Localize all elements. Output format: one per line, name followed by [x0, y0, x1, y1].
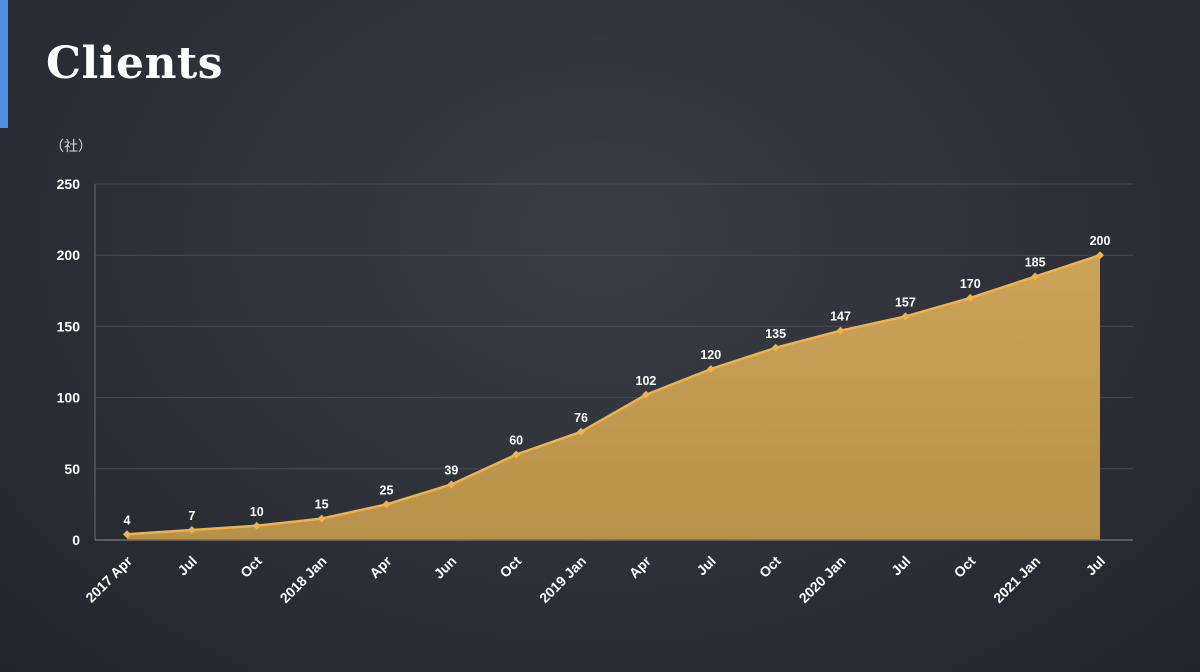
- data-point: [447, 480, 456, 489]
- y-tick-label: 50: [64, 461, 80, 477]
- x-tick-label: 2021 Jan: [990, 553, 1043, 606]
- data-points: [123, 251, 1104, 539]
- x-tick-label: 2020 Jan: [796, 553, 849, 606]
- data-point: [382, 500, 391, 509]
- x-tick-label: 2017 Apr: [82, 552, 135, 605]
- data-point: [771, 343, 780, 352]
- x-tick-label: Apr: [626, 552, 655, 581]
- data-label: 4: [124, 513, 131, 527]
- x-tick-label: Apr: [366, 552, 395, 581]
- data-point: [123, 530, 131, 539]
- y-tick-labels: 0 50 100 150 200 250: [57, 176, 81, 548]
- data-label: 102: [636, 374, 657, 388]
- x-tick-label: Oct: [756, 553, 784, 581]
- data-point: [577, 427, 586, 436]
- data-label: 185: [1025, 256, 1046, 270]
- data-point: [641, 390, 650, 399]
- data-label: 39: [444, 463, 458, 477]
- x-tick-label: Jul: [693, 553, 719, 579]
- x-tick-label: Oct: [497, 553, 525, 581]
- data-label: 157: [895, 295, 916, 309]
- y-tick-label: 200: [57, 247, 81, 263]
- x-tick-label: Jun: [431, 553, 460, 582]
- accent-bar: [0, 0, 8, 128]
- data-label: 15: [315, 498, 329, 512]
- x-tick-label: 2018 Jan: [277, 553, 330, 606]
- x-tick-label: Jul: [1082, 553, 1108, 579]
- area-series: [126, 254, 1101, 540]
- x-tick-label: Jul: [174, 553, 200, 579]
- y-tick-label: 0: [72, 532, 80, 548]
- data-point: [317, 514, 326, 523]
- area-fill: [127, 255, 1100, 540]
- data-label: 170: [960, 277, 981, 291]
- data-point: [512, 450, 521, 459]
- x-tick-label: Oct: [237, 553, 265, 581]
- axes: [94, 184, 1133, 541]
- x-tick-label: Oct: [951, 553, 979, 581]
- data-labels: 4 7 10 15 25 39 60 76 102 120 135 147 157 170 185 200: [124, 234, 1111, 527]
- slide-title: Clients: [46, 38, 224, 89]
- data-label: 60: [509, 434, 523, 448]
- data-label: 7: [188, 509, 195, 523]
- data-label: 76: [574, 411, 588, 425]
- data-label: 25: [380, 483, 394, 497]
- data-point: [901, 312, 910, 321]
- data-point: [252, 521, 261, 530]
- x-tick-labels: 2017 Apr Jul Oct 2018 Jan Apr Jun Oct 2019 Jan A…: [82, 552, 1108, 606]
- data-label: 120: [700, 348, 721, 362]
- x-tick-label: Jul: [888, 553, 914, 579]
- y-tick-label: 150: [57, 318, 81, 334]
- data-label: 10: [250, 505, 264, 519]
- data-label: 147: [830, 310, 851, 324]
- data-point: [966, 293, 975, 302]
- data-point: [187, 526, 196, 535]
- data-point: [836, 326, 845, 335]
- x-tick-label: 2019 Jan: [536, 553, 589, 606]
- y-unit-label: （社）: [50, 138, 92, 154]
- data-label: 200: [1090, 234, 1111, 248]
- series-line: [126, 254, 1101, 536]
- data-point: [1096, 251, 1104, 260]
- data-label: 135: [765, 327, 786, 341]
- data-point: [1031, 272, 1040, 281]
- data-point: [706, 365, 715, 374]
- y-tick-label: 250: [57, 176, 81, 192]
- y-tick-label: 100: [57, 390, 81, 406]
